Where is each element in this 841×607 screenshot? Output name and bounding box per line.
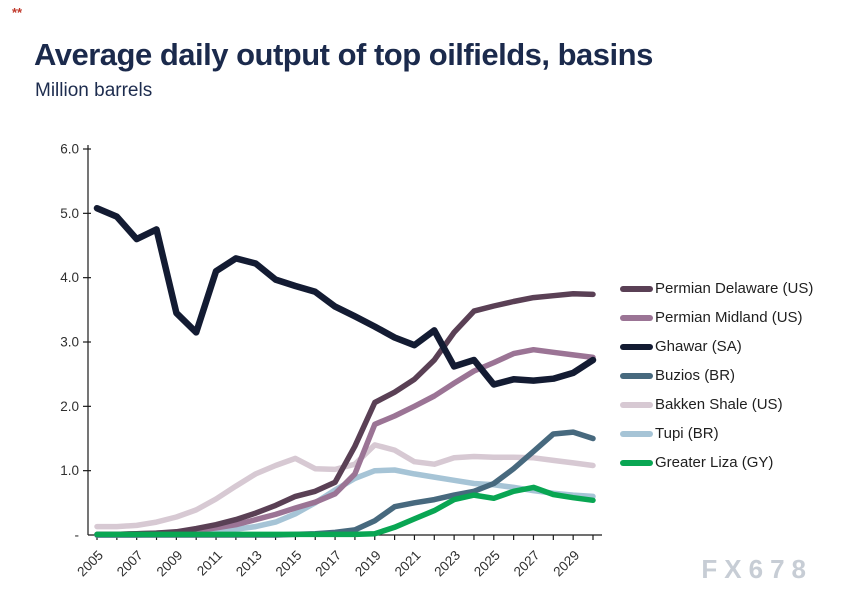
legend-swatch [620,401,653,408]
series-line-ghawar-sa [93,204,597,388]
y-tick-label: 4.0 [60,270,79,285]
page-title: Average daily output of top oilfields, b… [34,36,653,72]
legend-item-permian-midland-us: Permian Midland (US) [620,303,813,332]
x-tick-label: 2013 [233,548,265,580]
x-tick-label: 2029 [550,548,582,580]
legend-swatch [620,459,653,466]
y-tick-label: 1.0 [60,463,79,478]
y-tick-label: 6.0 [60,142,79,157]
legend-item-ghawar-sa: Ghawar (SA) [620,332,813,361]
x-tick-label: 2009 [154,548,186,580]
legend-item-buzios-br: Buzios (BR) [620,361,813,390]
legend-label: Tupi (BR) [655,425,719,442]
legend-swatch [620,430,653,437]
legend-swatch [620,314,653,321]
x-tick-label: 2017 [312,548,344,580]
legend-item-bakken-shale-us: Bakken Shale (US) [620,390,813,419]
legend-label: Bakken Shale (US) [655,396,783,413]
legend-item-greater-liza-gy: Greater Liza (GY) [620,448,813,477]
legend-label: Permian Midland (US) [655,309,803,326]
legend-label: Greater Liza (GY) [655,454,774,471]
legend-item-permian-delaware-us: Permian Delaware (US) [620,274,813,303]
x-tick-label: 2027 [511,548,543,580]
x-tick-label: 2021 [392,548,424,580]
x-tick-label: 2011 [194,548,225,579]
legend-swatch [620,285,653,292]
x-tick-label: 2019 [352,548,384,580]
watermark-fx678: FX678 [701,554,813,584]
x-tick-label: 2007 [114,548,146,580]
x-tick-label: 2005 [74,548,106,580]
y-tick-label: 2.0 [60,399,79,414]
x-tick-label: 2025 [471,548,503,580]
legend-label: Buzios (BR) [655,367,736,384]
legend-swatch [620,372,653,379]
series-line-tupi-br [94,467,596,538]
series-line-permian-delaware-us [94,291,596,538]
legend-label: Ghawar (SA) [655,338,742,355]
series-line-greater-liza-gy [94,484,596,538]
corner-mark: ** [12,5,23,20]
y-tick-label: 5.0 [60,206,79,221]
y-tick-label: - [75,528,80,543]
x-tick-label: 2023 [431,548,463,580]
x-tick-label: 2015 [273,548,305,580]
legend-label: Permian Delaware (US) [655,280,814,297]
y-tick-label: 3.0 [60,335,79,350]
legend-swatch [620,343,653,350]
legend-item-tupi-br: Tupi (BR) [620,419,813,448]
chart-subtitle: Million barrels [35,80,153,101]
chart-legend: Permian Delaware (US) Permian Midland (US… [620,274,813,477]
